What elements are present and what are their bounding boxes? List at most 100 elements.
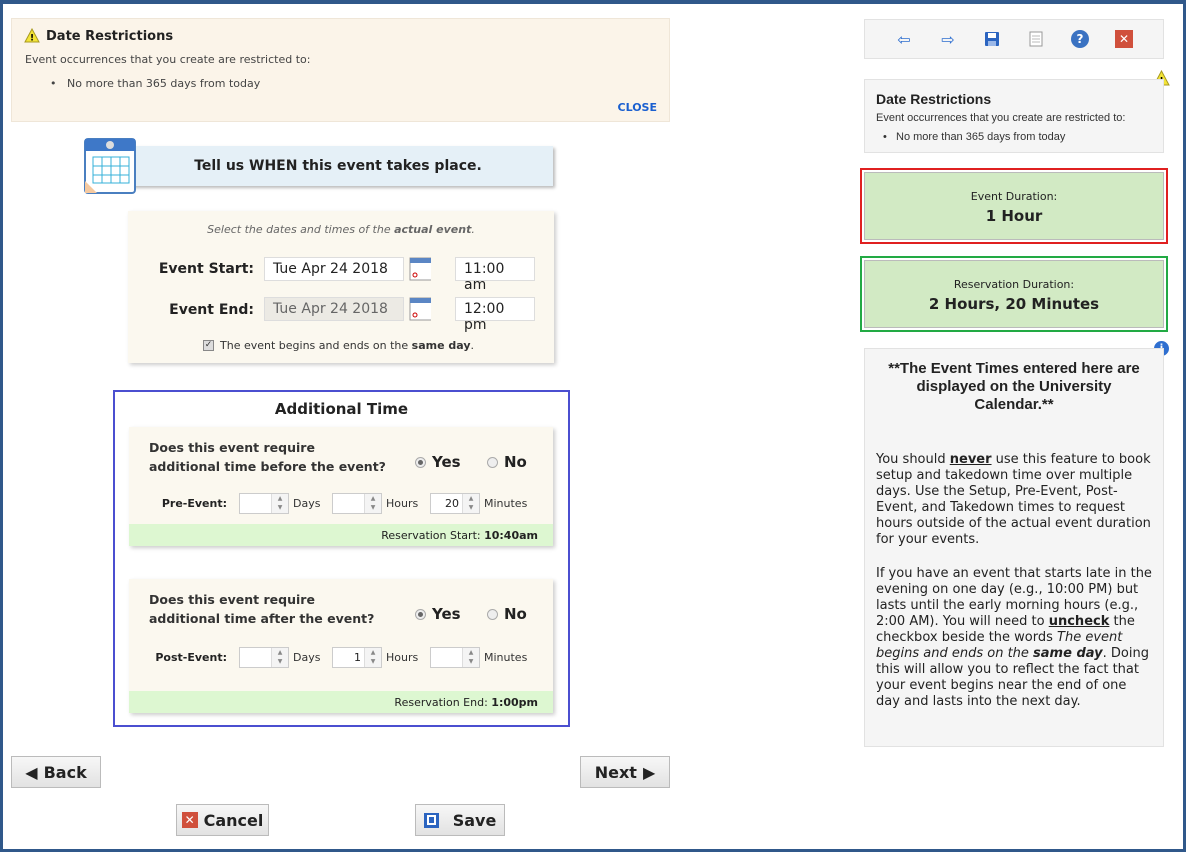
info-paragraph-2: If you have an event that starts late in… — [876, 566, 1152, 710]
event-start-time-input[interactable]: 11:00 am — [455, 257, 535, 293]
minutes-unit: Minutes — [484, 651, 528, 664]
no-label: No — [504, 453, 527, 471]
q-line2: additional time after the event? — [149, 611, 375, 626]
reservation-duration-value: 2 Hours, 20 Minutes — [928, 295, 1100, 313]
arrow-left-icon[interactable]: ⇦ — [897, 29, 911, 49]
event-end-date-input[interactable]: Tue Apr 24 2018 — [264, 297, 404, 321]
next-arrow-icon: ▶ — [642, 762, 656, 782]
event-start-date-input[interactable]: Tue Apr 24 2018 — [264, 257, 404, 281]
calendar-picker-icon[interactable] — [409, 297, 431, 321]
pre-event-no-radio[interactable]: No — [487, 453, 527, 471]
hours-unit: Hours — [386, 651, 419, 664]
same-day-text: The event begins and ends on the — [220, 339, 412, 352]
cancel-label: Cancel — [203, 810, 264, 830]
reservation-duration-label: Reservation Duration: — [953, 278, 1075, 291]
help-icon[interactable]: ? — [1071, 30, 1089, 48]
t-italic: The event begins and ends on the — [876, 630, 1123, 661]
hours-unit: Hours — [386, 497, 419, 510]
close-icon[interactable]: ✕ — [1115, 30, 1133, 48]
radio-unselected[interactable] — [487, 608, 498, 620]
t-never: never — [949, 452, 992, 467]
post-event-days-stepper[interactable]: ▲ ▼ — [239, 647, 289, 668]
banner-title: Tell us WHEN this event takes place. — [194, 158, 482, 174]
close-link[interactable]: CLOSE — [617, 101, 657, 114]
back-label: Back — [43, 762, 87, 782]
date-restrictions-notice: ! Date Restrictions Event occurrences th… — [11, 18, 670, 122]
next-label: Next — [594, 762, 637, 782]
post-event-minutes-stepper[interactable]: ▲ ▼ — [430, 647, 480, 668]
document-icon[interactable] — [1027, 30, 1045, 48]
calendar-picker-icon[interactable] — [409, 257, 431, 281]
info-paragraph-1: You should never use this feature to boo… — [876, 452, 1152, 548]
save-button[interactable]: Save — [415, 804, 505, 836]
when-banner: Tell us WHEN this event takes place. — [103, 146, 553, 186]
save-icon[interactable] — [983, 30, 1001, 48]
save-label: Save — [452, 810, 497, 830]
spinner-arrows-icon[interactable]: ▲ ▼ — [462, 494, 479, 513]
svg-text:!: ! — [30, 34, 34, 44]
same-day-end: . — [470, 339, 475, 352]
q-line1: Does this event require — [149, 592, 315, 607]
pre-event-question: Does this event require additional time b… — [149, 438, 386, 476]
cancel-button[interactable]: ✕ Cancel — [176, 804, 269, 836]
post-event-no-radio[interactable]: No — [487, 605, 527, 623]
t-same-day: same day — [1033, 646, 1103, 661]
radio-selected[interactable] — [415, 608, 426, 620]
toolbar: ⇦ ⇨ ? ✕ — [864, 19, 1164, 59]
notice-text: Event occurrences that you create are re… — [25, 53, 311, 66]
info-panel: **The Event Times entered here are displ… — [864, 348, 1164, 747]
pre-event-hours-stepper[interactable]: ▲ ▼ — [332, 493, 382, 514]
info-heading: **The Event Times entered here are displ… — [888, 360, 1140, 413]
q-line1: Does this event require — [149, 440, 315, 455]
next-button[interactable]: Next ▶ — [580, 756, 670, 788]
arrow-right-icon[interactable]: ⇨ — [941, 29, 955, 49]
post-event-label: Post-Event: — [155, 651, 227, 664]
event-start-label: Event Start: — [158, 261, 254, 277]
same-day-label: The event begins and ends on the same da… — [220, 339, 474, 352]
yes-label: Yes — [432, 453, 461, 471]
pre-event-days-stepper[interactable]: ▲ ▼ — [239, 493, 289, 514]
t: the checkbox beside the words — [876, 614, 1135, 645]
calendar-icon — [84, 138, 136, 194]
reservation-duration-box: Reservation Duration: 2 Hours, 20 Minutes — [860, 256, 1168, 332]
res-value: 10:40am — [484, 529, 538, 542]
pre-event-label: Pre-Event: — [161, 497, 227, 510]
save-icon — [423, 812, 439, 828]
pre-event-yes-radio[interactable]: Yes — [415, 453, 461, 471]
right-notice-item: • No more than 365 days from today — [883, 131, 1066, 143]
no-label: No — [504, 605, 527, 623]
stepper-value: 20 — [445, 497, 459, 510]
event-duration-value: 1 Hour — [985, 207, 1043, 225]
same-day-checkbox-row[interactable]: ✓ The event begins and ends on the same d… — [203, 339, 474, 352]
notice-title: Date Restrictions — [46, 29, 174, 44]
spinner-arrows-icon[interactable]: ▲ ▼ — [271, 648, 288, 667]
dates-hint: Select the dates and times of the actual… — [128, 223, 554, 236]
event-dates-panel: Select the dates and times of the actual… — [128, 211, 554, 363]
post-event-yes-radio[interactable]: Yes — [415, 605, 461, 623]
spinner-arrows-icon[interactable]: ▲ ▼ — [364, 648, 381, 667]
minutes-unit: Minutes — [484, 497, 528, 510]
post-event-question: Does this event require additional time a… — [149, 590, 374, 628]
yes-label: Yes — [432, 605, 461, 623]
same-day-checkbox[interactable]: ✓ — [203, 340, 214, 351]
same-day-bold: same day — [411, 339, 471, 352]
radio-unselected[interactable] — [487, 456, 498, 468]
t: use this feature to book setup and taked… — [876, 452, 1151, 547]
days-unit: Days — [293, 651, 321, 664]
back-button[interactable]: ◀ Back — [11, 756, 101, 788]
reservation-end: Reservation End: 1:00pm — [129, 691, 553, 713]
spinner-arrows-icon[interactable]: ▲ ▼ — [462, 648, 479, 667]
post-event-hours-stepper[interactable]: 1 ▲ ▼ — [332, 647, 382, 668]
notice-item-text: No more than 365 days from today — [66, 77, 261, 90]
spinner-arrows-icon[interactable]: ▲ ▼ — [364, 494, 381, 513]
event-duration-label: Event Duration: — [970, 190, 1058, 203]
hint-text: Select the dates and times of the — [207, 223, 395, 236]
radio-selected[interactable] — [415, 456, 426, 468]
back-arrow-icon: ◀ — [25, 762, 38, 782]
event-end-time-input[interactable]: 12:00 pm — [455, 297, 535, 333]
spinner-arrows-icon[interactable]: ▲ ▼ — [271, 494, 288, 513]
pre-event-minutes-stepper[interactable]: 20 ▲ ▼ — [430, 493, 480, 514]
stepper-value: 1 — [354, 651, 361, 664]
event-duration-box: Event Duration: 1 Hour — [860, 168, 1168, 244]
